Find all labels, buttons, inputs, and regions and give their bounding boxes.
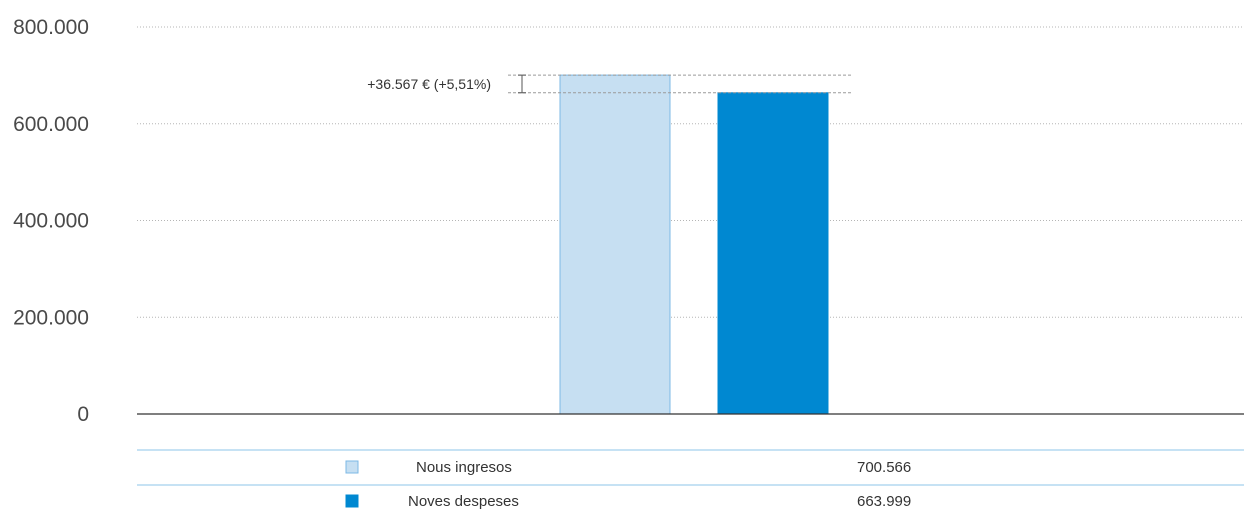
- legend-label: Nous ingresos: [416, 459, 512, 476]
- y-tick-label: 400.000: [13, 210, 89, 233]
- legend-swatch: [345, 494, 359, 508]
- legend-value: 700.566: [857, 459, 911, 476]
- bar-noves-despeses: [717, 92, 829, 415]
- difference-annotation: +36.567 € (+5,51%): [367, 74, 853, 94]
- y-tick-label: 600.000: [13, 113, 89, 136]
- annotation-label: +36.567 € (+5,51%): [367, 76, 491, 92]
- y-axis-tick-labels: 0 200.000 400.000 600.000 800.000: [13, 16, 89, 426]
- y-tick-label: 200.000: [13, 306, 89, 329]
- legend-swatch: [345, 460, 359, 474]
- bars: [559, 74, 829, 415]
- bar-nous-ingresos: [559, 74, 671, 415]
- grid-lines: [137, 26, 1244, 318]
- y-tick-label: 800.000: [13, 16, 89, 39]
- y-tick-label: 0: [77, 403, 89, 426]
- legend-label: Noves despeses: [408, 493, 519, 510]
- legend-value: 663.999: [857, 493, 911, 510]
- legend-table: Nous ingresos 700.566 Noves despeses 663.99…: [137, 449, 1244, 510]
